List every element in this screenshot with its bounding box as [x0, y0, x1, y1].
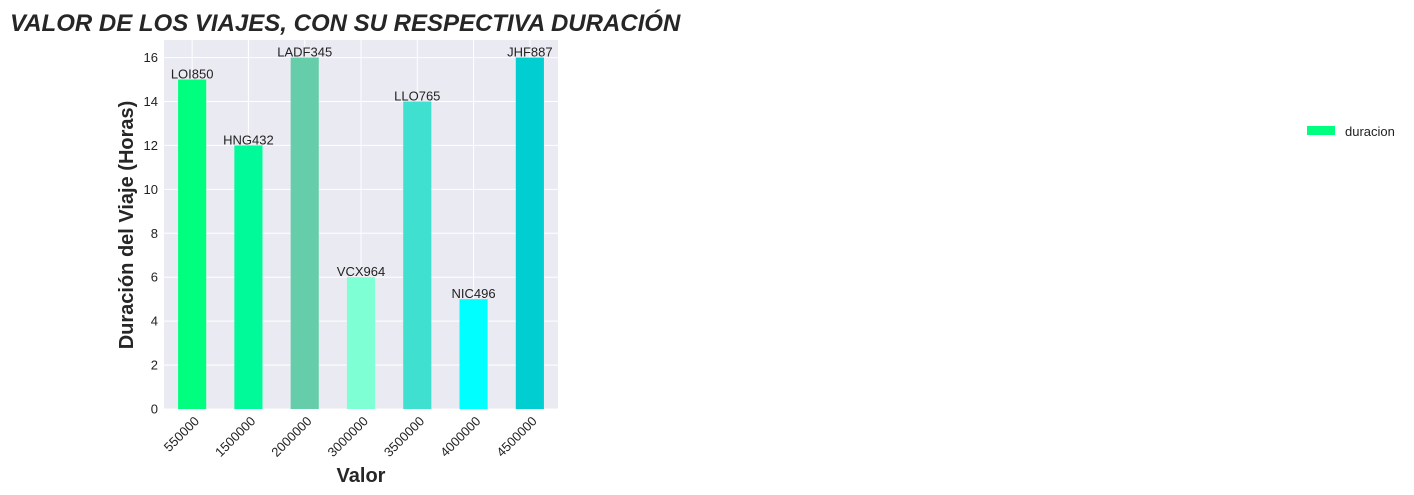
- y-tick-labels: 0 2 4 6 8 10 12 14 16: [144, 50, 158, 416]
- bar-data-label: LADF345: [277, 45, 332, 60]
- bar: [234, 145, 263, 409]
- x-tick-label: 2000000: [268, 413, 314, 459]
- y-tick-label: 12: [144, 138, 158, 153]
- bar-data-label: HNG432: [223, 132, 274, 147]
- x-axis-label: Valor: [337, 465, 386, 487]
- bar-data-label: LLO765: [394, 89, 440, 104]
- x-tick-label: 4000000: [437, 413, 483, 459]
- x-tick-label: 550000: [161, 413, 202, 454]
- bar-data-label: VCX964: [337, 264, 385, 279]
- y-tick-label: 4: [151, 314, 158, 329]
- legend-label: duracion: [1345, 124, 1395, 139]
- bar: [515, 57, 544, 409]
- bar-labels: LOI850 HNG432 LADF345 VCX964 LLO765 NIC496 JHF…: [171, 45, 553, 302]
- chart-title: VALOR DE LOS VIAJES, CON SU RESPECTIVA D…: [10, 9, 681, 37]
- x-tick-label: 3000000: [325, 413, 371, 459]
- y-tick-label: 16: [144, 50, 158, 65]
- y-axis-label: Duración del Viaje (Horas): [116, 101, 138, 350]
- bar-data-label: NIC496: [452, 286, 496, 301]
- bar-data-label: JHF887: [507, 45, 553, 60]
- y-tick-label: 2: [151, 358, 158, 373]
- y-tick-label: 10: [144, 182, 158, 197]
- y-tick-label: 8: [151, 226, 158, 241]
- legend-swatch: [1307, 126, 1335, 135]
- bar: [290, 57, 319, 409]
- bar: [178, 79, 207, 410]
- bar: [346, 277, 376, 409]
- y-tick-label: 6: [151, 270, 158, 285]
- y-tick-label: 14: [144, 94, 158, 109]
- bars: [178, 57, 544, 410]
- bar: [403, 101, 432, 409]
- bar: [459, 299, 488, 409]
- x-tick-label: 4500000: [493, 413, 539, 459]
- x-tick-label: 3500000: [381, 413, 427, 459]
- legend: duracion: [1307, 124, 1395, 139]
- y-tick-label: 0: [151, 402, 158, 417]
- x-tick-labels: 550000 1500000 2000000 3000000 3500000 400000…: [161, 413, 540, 459]
- x-tick-label: 1500000: [212, 413, 258, 459]
- bar-data-label: LOI850: [171, 67, 214, 82]
